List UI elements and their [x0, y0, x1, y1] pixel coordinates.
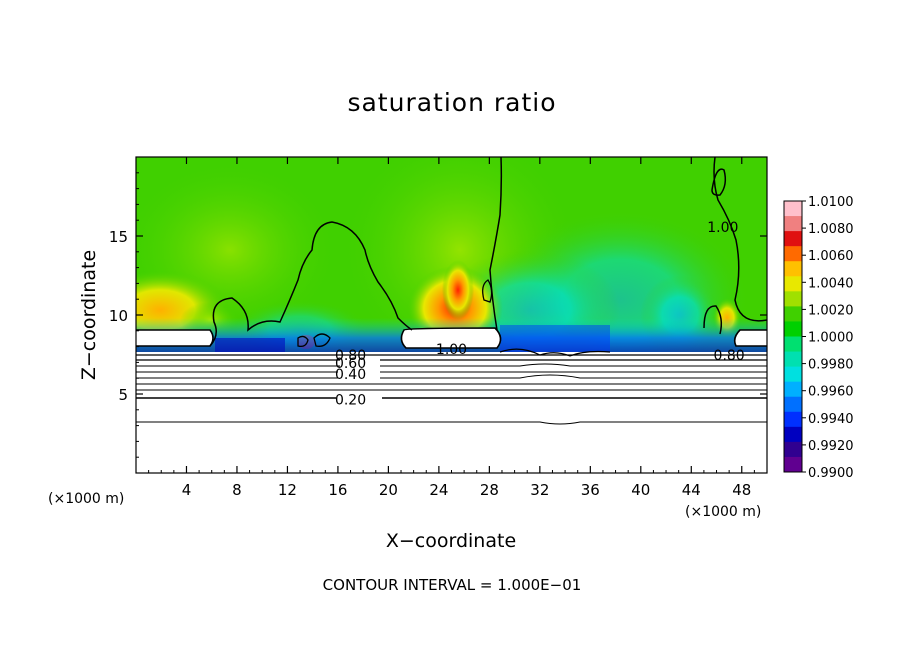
colorbar-label: 1.0020: [808, 303, 854, 318]
y-tick-label: 5: [118, 386, 128, 404]
contour-label: 0.40: [335, 367, 366, 383]
colorbar-swatch: [784, 351, 802, 368]
colorbar-swatch: [784, 231, 802, 247]
contour-label: 0.80: [714, 348, 745, 364]
y-axis-unit-label: (×1000 m): [48, 491, 124, 507]
colorbar-swatch: [784, 261, 802, 277]
x-tick-label: 32: [530, 481, 549, 499]
colorbar-swatch: [784, 441, 802, 458]
x-axis-unit-label: (×1000 m): [685, 504, 761, 520]
x-tick-label: 40: [631, 481, 650, 499]
contour-lines: [136, 157, 767, 425]
colorbar-swatch: [784, 291, 802, 307]
x-tick-label: 20: [379, 481, 398, 499]
x-tick-label: 48: [732, 481, 751, 499]
x-tick-label: 8: [232, 481, 242, 499]
x-tick-label: 28: [480, 481, 499, 499]
y-tick-label: 10: [109, 307, 128, 325]
colorbar-label: 1.0100: [808, 195, 854, 210]
contour-interval-note: CONTOUR INTERVAL = 1.000E−01: [322, 576, 582, 594]
contour-label: 0.60: [335, 356, 366, 372]
colorbar-swatch: [784, 396, 802, 413]
colorbar-label: 0.9940: [808, 412, 854, 427]
colorbar: 1.0100 1.0080 1.0060 1.0040 1.0020 1.0000 0.99…: [783, 195, 854, 481]
x-tick-label: 24: [429, 481, 448, 499]
contour-label: 1.00: [436, 342, 467, 358]
x-tick-label: 16: [328, 481, 347, 499]
colorbar-swatch: [784, 381, 802, 398]
colorbar-label: 1.0040: [808, 276, 854, 291]
chart-title: saturation ratio: [347, 88, 557, 117]
contour-label: 1.00: [707, 220, 738, 236]
contour-label: 0.80: [335, 348, 366, 364]
y-axis-label: Z−coordinate: [78, 250, 100, 380]
colorbar-swatch: [784, 366, 802, 383]
colorbar-swatch: [784, 456, 802, 473]
colorbar-swatch: [784, 216, 802, 232]
colorbar-label: 0.9980: [808, 358, 854, 373]
x-tick-label: 4: [182, 481, 192, 499]
colorbar-swatch: [784, 246, 802, 262]
x-tick-label: 12: [278, 481, 297, 499]
colorbar-swatch: [784, 426, 802, 443]
colorbar-label: 1.0060: [808, 249, 854, 264]
colorbar-swatch: [784, 321, 802, 337]
x-tick-label: 36: [581, 481, 600, 499]
y-tick-label: 15: [109, 228, 128, 246]
colorbar-label: 1.0080: [808, 222, 854, 237]
x-axis-label: X−coordinate: [386, 530, 516, 552]
colorbar-label: 0.9920: [808, 439, 854, 454]
heatmap-field: [136, 157, 767, 473]
x-tick-label: 44: [682, 481, 701, 499]
colorbar-swatch: [784, 276, 802, 292]
colorbar-swatch: [784, 336, 802, 353]
x-axis: 4 8 12 16 20 24 28 32 36 40 44 48: [148, 157, 755, 499]
colorbar-swatch: [784, 306, 802, 322]
contour-labels: 1.001.000.800.600.400.200.80: [335, 220, 745, 408]
colorbar-swatch: [784, 411, 802, 428]
colorbar-label: 0.9900: [808, 466, 854, 481]
colorbar-label: 0.9960: [808, 385, 854, 400]
y-axis: 5 10 15: [109, 172, 767, 458]
colorbar-label: 1.0000: [808, 331, 854, 346]
contour-label: 0.20: [335, 392, 366, 408]
colorbar-swatch: [784, 201, 802, 217]
